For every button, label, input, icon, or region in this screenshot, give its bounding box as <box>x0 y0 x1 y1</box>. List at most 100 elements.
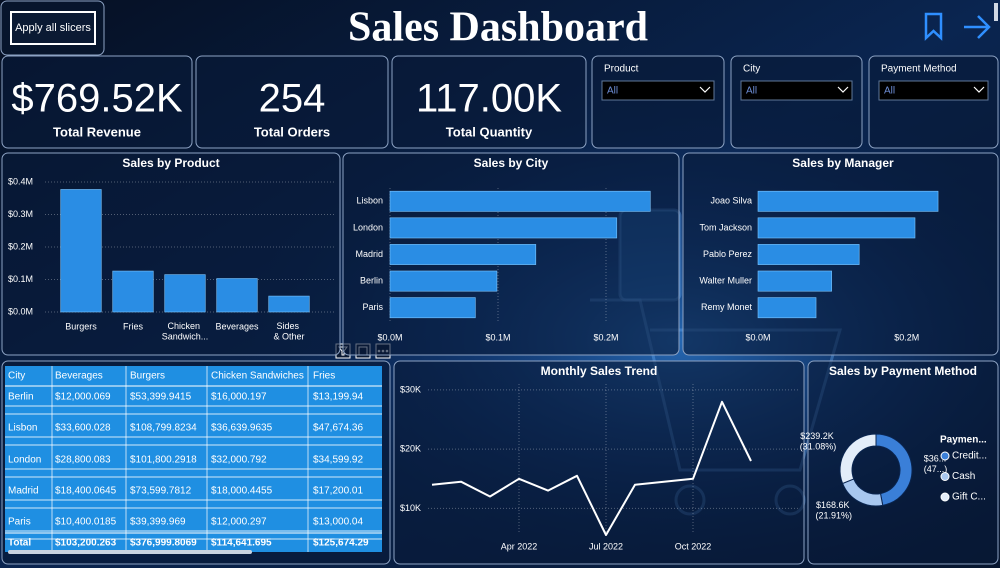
slicer-dropdown[interactable] <box>878 80 989 101</box>
table-cell: $47,674.36 <box>313 423 363 434</box>
x-tick-label: Sides & Other <box>273 321 304 341</box>
bookmark-icon[interactable] <box>924 12 943 41</box>
bar <box>757 217 916 239</box>
slicer-label: City <box>743 64 760 75</box>
table-cell: $12,000.297 <box>211 517 267 528</box>
y-tick-label: $10K <box>400 503 421 513</box>
text-line: (31.08%) <box>800 442 837 452</box>
x-tick-label: Apr 2022 <box>501 541 538 551</box>
table-cell: $32,000.792 <box>211 455 267 466</box>
exit-icon[interactable] <box>964 15 991 39</box>
slicer-label: Product <box>604 64 639 75</box>
bar <box>389 190 651 212</box>
trend-line <box>431 400 752 536</box>
panel <box>1 55 193 149</box>
y-tick-label: $0.3M <box>8 209 33 219</box>
table-cell: $73,599.7812 <box>130 486 192 497</box>
y-tick-label: $30K <box>400 384 421 394</box>
legend-marker <box>940 451 950 461</box>
table-cell: $18,000.4455 <box>211 486 273 497</box>
slicer-dropdown[interactable] <box>601 80 715 101</box>
x-tick-label: $0.1M <box>485 332 510 342</box>
x-tick-label: $0.0M <box>377 332 402 342</box>
table-cell: $101,800.2918 <box>130 455 197 466</box>
kpi-value: 117.00K <box>416 77 562 121</box>
total-cell: $114,641.695 <box>211 538 272 549</box>
slicer-selected: All <box>746 86 757 97</box>
bar <box>389 244 537 265</box>
table-cell: $17,200.01 <box>313 486 363 497</box>
legend-label: Credit... <box>952 451 987 462</box>
table-cell: $33,600.028 <box>55 423 111 434</box>
table-scrollbar[interactable] <box>8 550 252 554</box>
slicer-selected: All <box>607 86 618 97</box>
text-line: $36... <box>924 454 949 464</box>
legend-label: Cash <box>952 471 975 482</box>
dropdown-chevron <box>699 86 711 93</box>
bar <box>164 274 206 313</box>
y-tick-label: Tom Jackson <box>699 222 752 232</box>
text-line: $168.6K <box>816 500 852 510</box>
apply-button[interactable] <box>10 11 96 45</box>
column-header: City <box>8 371 25 382</box>
y-tick-label: Walter Muller <box>699 275 752 285</box>
table-cell: Paris <box>8 517 31 528</box>
legend-marker <box>940 472 950 481</box>
table: City Beverages Burgers Chicken Sandwiches Fr… <box>5 366 382 552</box>
chart-title: Sales by Payment Method <box>829 364 977 378</box>
y-tick-label: $20K <box>400 444 421 454</box>
text-line: (21.91%) <box>815 511 852 521</box>
table-cell: $108,799.8234 <box>130 423 197 434</box>
y-tick-label: Joao Silva <box>710 196 752 206</box>
scrollbar <box>994 3 998 21</box>
table-cell: $12,000.069 <box>55 392 111 403</box>
x-tick-label: Jul 2022 <box>589 541 623 551</box>
kpi-value: 254 <box>259 77 326 121</box>
slicer-dropdown[interactable] <box>740 80 853 101</box>
x-tick-label: Oct 2022 <box>675 541 712 551</box>
bar <box>112 270 154 313</box>
y-tick-label: London <box>353 222 383 232</box>
table-cell: $34,599.92 <box>313 455 363 466</box>
slicer-label: Payment Method <box>881 64 957 75</box>
table-cell: $39,399.969 <box>130 517 186 528</box>
kpi-label: Total Quantity <box>446 124 533 139</box>
y-tick-label: $0.0M <box>8 306 33 316</box>
table-cell: $53,399.9415 <box>130 392 192 403</box>
data-label: $36... (47...) <box>924 454 949 474</box>
x-tick-label: Chicken Sandwich... <box>162 321 209 341</box>
x-tick-label: $0.0M <box>745 332 770 342</box>
data-label: $168.6K (21.91%) <box>815 500 852 520</box>
table-cell: $18,400.0645 <box>55 486 117 497</box>
table-cell: $13,199.94 <box>313 392 363 403</box>
y-tick-label: $0.2M <box>8 241 33 251</box>
y-tick-label: Madrid <box>355 249 383 259</box>
x-tick-label: Fries <box>123 321 143 331</box>
y-tick-label: $0.1M <box>8 274 33 284</box>
table-cell: $16,000.197 <box>211 392 267 403</box>
data-label: $239.2K (31.08%) <box>800 432 837 452</box>
x-tick-label: $0.2M <box>894 332 919 342</box>
y-tick-label: Paris <box>362 302 383 312</box>
bar <box>268 295 310 313</box>
panel <box>393 360 805 565</box>
y-tick-label: Lisbon <box>356 196 383 206</box>
text-line: $239.2K <box>800 432 836 442</box>
table-cell: $10,400.0185 <box>55 517 117 528</box>
table-cell: Lisbon <box>8 423 37 434</box>
table-cell: Berlin <box>8 392 34 403</box>
bar <box>757 270 832 292</box>
column-header: Chicken Sandwiches <box>211 371 304 382</box>
bar <box>389 217 618 239</box>
table-cell: $36,639.9635 <box>211 423 273 434</box>
bar <box>757 190 939 212</box>
dropdown-chevron <box>973 86 985 93</box>
column-header: Fries <box>313 371 335 382</box>
bar <box>757 244 860 265</box>
x-tick-label: Beverages <box>215 321 259 331</box>
total-cell: $125,674.29 <box>313 538 369 549</box>
kpi-label: Total Orders <box>254 124 330 139</box>
table-cell: Madrid <box>8 486 39 497</box>
bar <box>389 297 476 319</box>
column-header: Burgers <box>130 371 165 382</box>
